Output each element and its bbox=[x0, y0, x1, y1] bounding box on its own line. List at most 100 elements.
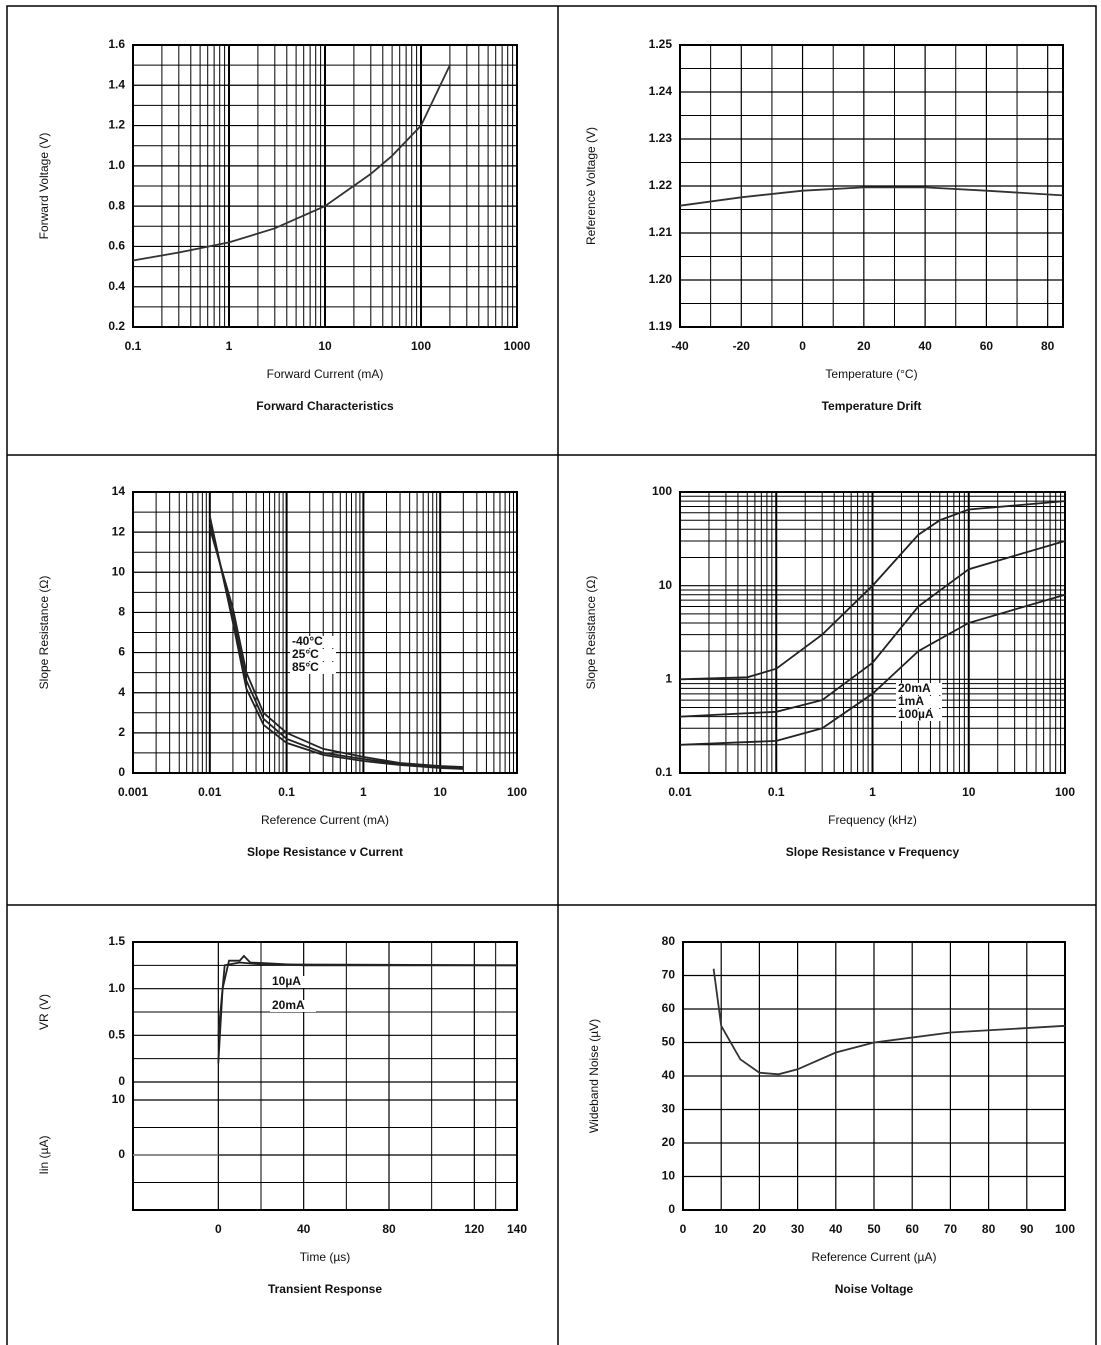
y-tick-label: 1.20 bbox=[649, 272, 673, 286]
x-tick-label: 0.01 bbox=[668, 785, 692, 799]
y-axis-label: Slope Resistance (Ω) bbox=[37, 576, 51, 690]
y-tick-label: 1.5 bbox=[108, 934, 125, 948]
x-tick-label: -40 bbox=[671, 339, 689, 353]
chart-title: Slope Resistance v Frequency bbox=[786, 845, 960, 859]
y-tick-label: 50 bbox=[662, 1035, 676, 1049]
x-tick-label: 20 bbox=[753, 1222, 767, 1236]
y-tick-label: 1.6 bbox=[108, 37, 125, 51]
series-label: 10µA bbox=[272, 974, 301, 988]
y-tick-label: 80 bbox=[662, 934, 676, 948]
series-line bbox=[679, 593, 1066, 746]
series-line bbox=[712, 968, 1066, 1076]
x-tick-label: 10 bbox=[715, 1222, 729, 1236]
series-line bbox=[679, 500, 1066, 681]
x-tick-label: 0 bbox=[215, 1222, 222, 1236]
y-tick-label: 0.1 bbox=[655, 765, 672, 779]
label-backdrop bbox=[270, 1000, 316, 1012]
y-tick-label: 8 bbox=[118, 605, 125, 619]
x-axis-label: Temperature (°C) bbox=[825, 367, 917, 381]
y-tick-label: 1.2 bbox=[108, 118, 125, 132]
x-tick-label: 0.1 bbox=[125, 339, 142, 353]
x-tick-label: -20 bbox=[733, 339, 751, 353]
y-tick-label: 10 bbox=[662, 1169, 676, 1183]
y-tick-label: 1.19 bbox=[649, 319, 673, 333]
series-line bbox=[208, 521, 464, 769]
plot-frame bbox=[132, 941, 518, 1211]
y-axis-label: Forward Voltage (V) bbox=[37, 133, 51, 240]
label-backdrop bbox=[290, 636, 336, 648]
x-tick-label: 0.1 bbox=[278, 785, 295, 799]
series-line bbox=[679, 186, 1064, 207]
y-tick-label: 1.25 bbox=[649, 37, 673, 51]
x-tick-label: 30 bbox=[791, 1222, 805, 1236]
series-label: 20mA bbox=[898, 681, 931, 695]
series-label: 100µA bbox=[898, 707, 934, 721]
x-tick-label: 60 bbox=[980, 339, 994, 353]
x-tick-label: 40 bbox=[297, 1222, 311, 1236]
series-label: 85°C bbox=[292, 660, 319, 674]
x-tick-label: 0 bbox=[680, 1222, 687, 1236]
x-tick-label: 100 bbox=[1055, 785, 1075, 799]
y-tick-label: 30 bbox=[662, 1102, 676, 1116]
x-axis-label: Reference Current (mA) bbox=[261, 813, 389, 827]
x-tick-label: 1000 bbox=[504, 339, 531, 353]
x-tick-label: 80 bbox=[1041, 339, 1055, 353]
chart-title: Slope Resistance v Current bbox=[247, 845, 403, 859]
x-tick-label: 20 bbox=[857, 339, 871, 353]
y-tick-label: 20 bbox=[662, 1135, 676, 1149]
y-tick-label: 0.6 bbox=[108, 239, 125, 253]
x-tick-label: 1 bbox=[226, 339, 233, 353]
y-tick-label: 1.0 bbox=[108, 981, 125, 995]
y-tick-label: 1.22 bbox=[649, 178, 673, 192]
y-tick-label: 14 bbox=[112, 484, 126, 498]
x-tick-label: 0.001 bbox=[118, 785, 148, 799]
y-tick-label: 70 bbox=[662, 968, 676, 982]
plot-frame bbox=[679, 491, 1066, 774]
x-tick-label: 100 bbox=[507, 785, 527, 799]
y-tick-label: 1.23 bbox=[649, 131, 673, 145]
x-tick-label: 10 bbox=[318, 339, 332, 353]
y-tick-label: 0.2 bbox=[108, 319, 125, 333]
x-tick-label: 140 bbox=[507, 1222, 527, 1236]
x-tick-label: 120 bbox=[464, 1222, 484, 1236]
x-axis-label: Frequency (kHz) bbox=[828, 813, 917, 827]
x-tick-label: 40 bbox=[829, 1222, 843, 1236]
chart-title: Forward Characteristics bbox=[256, 399, 394, 413]
y-axis-label: Wideband Noise (µV) bbox=[587, 1019, 601, 1133]
panel-borders bbox=[6, 5, 1097, 1345]
series-label: 25°C bbox=[292, 647, 319, 661]
y-tick-label: 2 bbox=[118, 725, 125, 739]
x-tick-label: 90 bbox=[1020, 1222, 1034, 1236]
y-axis-label: Slope Resistance (Ω) bbox=[584, 576, 598, 690]
label-backdrop bbox=[896, 696, 942, 708]
y-tick-label: 10 bbox=[112, 564, 126, 578]
plot-frame bbox=[682, 941, 1066, 1211]
x-tick-label: 10 bbox=[434, 785, 448, 799]
series-line bbox=[132, 64, 451, 262]
y-tick-label: 10 bbox=[659, 578, 673, 592]
series-line bbox=[208, 527, 464, 768]
y-tick-label: 1.24 bbox=[649, 84, 673, 98]
series-label: 1mA bbox=[898, 694, 924, 708]
label-backdrop bbox=[290, 649, 336, 661]
x-tick-label: 80 bbox=[382, 1222, 396, 1236]
y-tick-label: 0.8 bbox=[108, 198, 125, 212]
x-tick-label: 1 bbox=[360, 785, 367, 799]
x-axis-label: Forward Current (mA) bbox=[267, 367, 384, 381]
y-tick-label: 1.21 bbox=[649, 225, 673, 239]
y-tick-label: 0 bbox=[668, 1202, 675, 1216]
y-tick-label: 0.4 bbox=[108, 279, 125, 293]
series-line bbox=[208, 515, 464, 770]
label-backdrop bbox=[896, 709, 942, 721]
y-tick-label: 40 bbox=[662, 1068, 676, 1082]
y-tick-label: 6 bbox=[118, 645, 125, 659]
y-tick-label: 1 bbox=[665, 672, 672, 686]
y-tick-label: 4 bbox=[118, 685, 125, 699]
x-tick-label: 80 bbox=[982, 1222, 996, 1236]
series-line bbox=[217, 961, 518, 1036]
plot-frame bbox=[132, 44, 518, 328]
y-tick-label: 0 bbox=[118, 1074, 125, 1088]
y-axis-label: VR (V) bbox=[37, 994, 51, 1030]
y-tick-label: 12 bbox=[112, 524, 126, 538]
